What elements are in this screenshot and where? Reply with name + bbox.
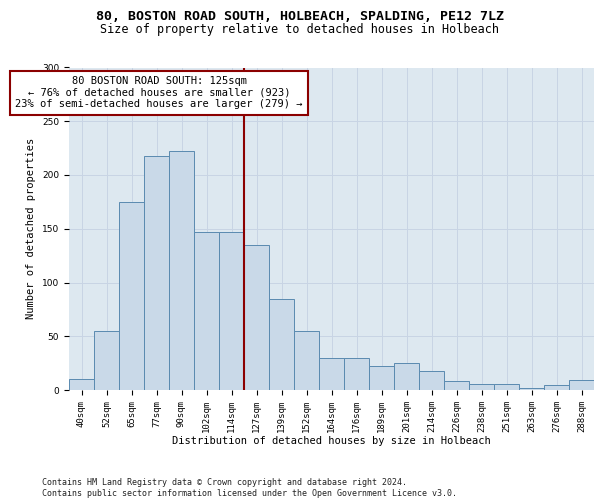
Bar <box>119 202 144 390</box>
X-axis label: Distribution of detached houses by size in Holbeach: Distribution of detached houses by size … <box>172 436 491 446</box>
Text: Contains HM Land Registry data © Crown copyright and database right 2024.
Contai: Contains HM Land Registry data © Crown c… <box>42 478 457 498</box>
Bar <box>69 379 94 390</box>
Bar <box>519 388 544 390</box>
Text: Size of property relative to detached houses in Holbeach: Size of property relative to detached ho… <box>101 22 499 36</box>
Bar <box>544 384 569 390</box>
Bar <box>194 232 219 390</box>
Y-axis label: Number of detached properties: Number of detached properties <box>26 138 37 320</box>
Text: 80, BOSTON ROAD SOUTH, HOLBEACH, SPALDING, PE12 7LZ: 80, BOSTON ROAD SOUTH, HOLBEACH, SPALDIN… <box>96 10 504 23</box>
Bar <box>169 152 194 390</box>
Bar <box>144 156 169 390</box>
Bar <box>494 384 519 390</box>
Bar <box>419 370 444 390</box>
Bar <box>244 245 269 390</box>
Text: 80 BOSTON ROAD SOUTH: 125sqm
← 76% of detached houses are smaller (923)
23% of s: 80 BOSTON ROAD SOUTH: 125sqm ← 76% of de… <box>15 76 303 110</box>
Bar <box>569 380 594 390</box>
Bar <box>369 366 394 390</box>
Bar <box>294 331 319 390</box>
Bar <box>469 384 494 390</box>
Bar <box>269 298 294 390</box>
Bar <box>219 232 244 390</box>
Bar <box>94 331 119 390</box>
Bar <box>444 382 469 390</box>
Bar <box>394 363 419 390</box>
Bar <box>319 358 344 390</box>
Bar <box>344 358 369 390</box>
